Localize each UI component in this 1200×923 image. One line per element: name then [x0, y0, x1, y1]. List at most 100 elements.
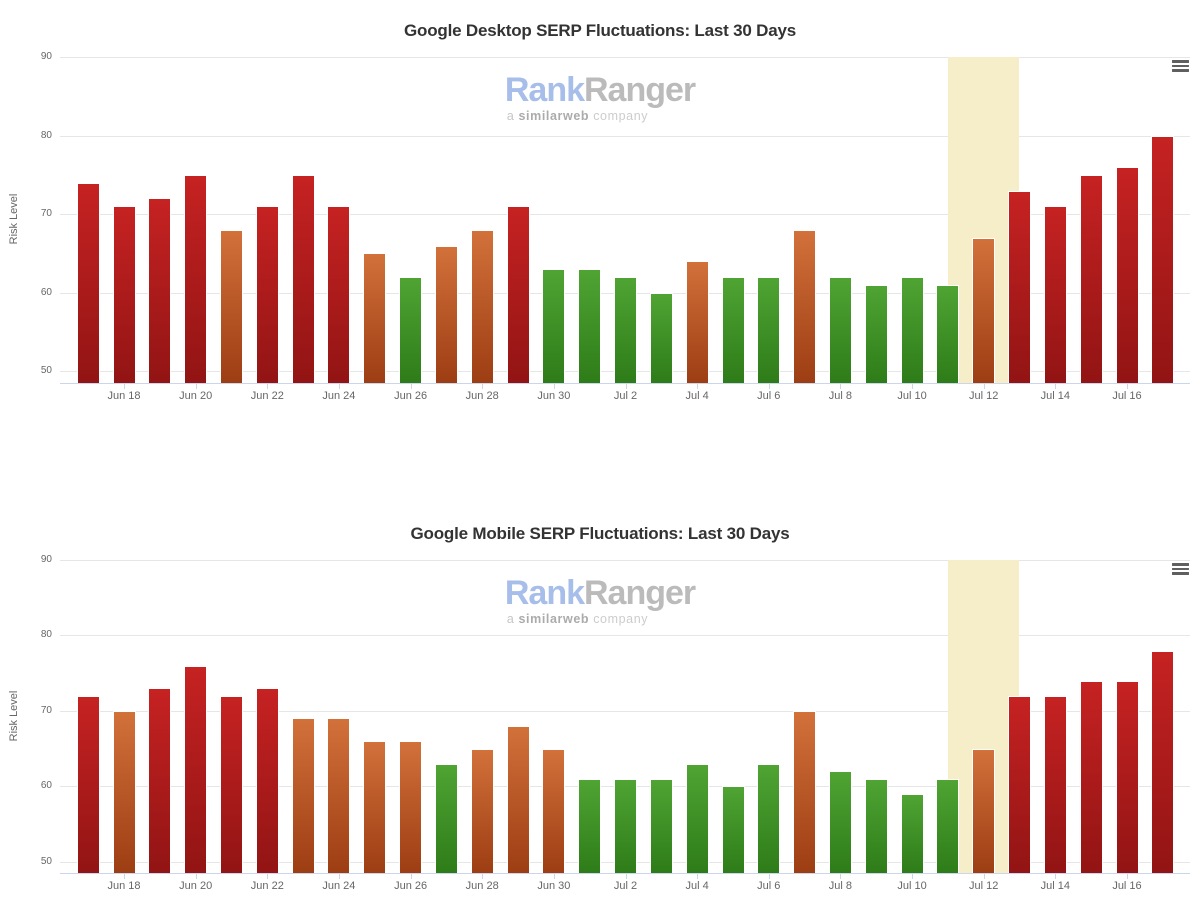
- bar-jul-8: [828, 277, 852, 383]
- gridline: [60, 710, 1190, 712]
- gridline: [60, 214, 1190, 216]
- bar-jun-28: [470, 229, 494, 383]
- bar-jul-9: [864, 778, 888, 873]
- x-tick-label: Jul 8: [828, 390, 853, 402]
- gridline: [60, 57, 1190, 58]
- x-tick-mark: [1127, 384, 1128, 389]
- plot-area: [60, 57, 1190, 384]
- bar-jun-29: [506, 206, 530, 383]
- x-tick-label: Jul 16: [1112, 390, 1142, 402]
- bar-jul-2: [614, 778, 637, 873]
- bar-jun-23: [291, 174, 315, 383]
- x-tick-label: Jun 28: [465, 880, 499, 892]
- chart-title: Google Mobile SERP Fluctuations: Last 30…: [410, 524, 790, 543]
- bar-jul-4: [685, 261, 709, 383]
- x-tick-label: Jun 18: [107, 390, 141, 402]
- bar-jul-6: [757, 277, 781, 383]
- x-tick-mark: [1055, 384, 1057, 389]
- bar-jul-3: [649, 292, 673, 383]
- bar-jun-17: [76, 182, 100, 383]
- bar-jun-25: [363, 741, 387, 873]
- x-tick-label: Jun 18: [107, 880, 141, 892]
- x-tick-mark: [625, 384, 627, 389]
- mobile-serp-chart: Google Mobile SERP Fluctuations: Last 30…: [0, 503, 1200, 923]
- x-tick-label: Jun 26: [394, 880, 428, 892]
- bar-jul-16: [1115, 167, 1139, 383]
- x-tick-mark: [338, 384, 340, 389]
- bar-jun-20: [184, 174, 208, 383]
- bar-jul-12: [972, 237, 996, 383]
- hamburger-menu-icon[interactable]: [1172, 60, 1189, 74]
- x-tick-mark: [697, 874, 699, 879]
- bar-jul-12: [972, 748, 996, 873]
- bar-jun-24: [327, 718, 351, 873]
- hamburger-menu-icon[interactable]: [1172, 563, 1189, 577]
- x-tick-mark: [697, 384, 699, 389]
- x-tick-label: Jun 28: [465, 390, 499, 402]
- x-tick-label: Jun 26: [394, 390, 428, 402]
- x-tick-mark: [768, 874, 770, 879]
- x-tick-mark: [410, 384, 412, 389]
- bar-jul-11: [936, 778, 960, 873]
- bar-jun-26: [399, 741, 423, 873]
- x-tick-label: Jul 10: [897, 880, 927, 892]
- x-tick-label: Jul 14: [1040, 880, 1070, 892]
- x-tick-label: Jul 6: [757, 390, 781, 402]
- bar-jul-15: [1079, 174, 1103, 383]
- bar-jul-7: [793, 710, 817, 873]
- x-tick-label: Jul 14: [1040, 390, 1070, 402]
- bar-jul-14: [1043, 206, 1067, 383]
- bar-jul-16: [1115, 680, 1139, 873]
- x-tick-mark: [553, 874, 555, 879]
- bar-jun-27: [434, 245, 458, 383]
- x-tick-mark: [625, 874, 627, 879]
- x-tick-label: Jul 12: [969, 390, 999, 402]
- bar-jun-19: [148, 688, 172, 873]
- x-tick-mark: [124, 874, 125, 879]
- plot-area: [60, 560, 1190, 874]
- gridline: [60, 135, 1190, 137]
- x-tick-label: Jun 22: [250, 390, 284, 402]
- x-tick-mark: [482, 874, 484, 879]
- chart-title: Google Desktop SERP Fluctuations: Last 3…: [404, 21, 796, 40]
- x-tick-mark: [124, 384, 125, 389]
- bar-jun-17: [76, 695, 100, 873]
- bar-jul-10: [900, 793, 924, 873]
- x-tick-mark: [768, 384, 770, 389]
- x-tick-label: Jul 6: [757, 880, 781, 892]
- x-tick-mark: [1127, 874, 1128, 879]
- desktop-serp-chart: Google Desktop SERP Fluctuations: Last 3…: [8, 21, 1190, 402]
- x-tick-label: Jul 2: [613, 880, 638, 892]
- y-tick-label: 60: [40, 780, 52, 792]
- bar-jun-27: [434, 763, 458, 873]
- y-tick-label: 80: [40, 129, 52, 141]
- bar-jul-4: [685, 763, 709, 873]
- bar-jun-30: [542, 748, 566, 873]
- bar-jun-29: [506, 725, 530, 873]
- bar-jun-28: [470, 748, 494, 873]
- x-tick-label: Jul 8: [828, 880, 853, 892]
- bar-jul-5: [721, 277, 745, 383]
- bar-jul-6: [757, 763, 781, 873]
- x-tick-label: Jul 4: [685, 880, 709, 892]
- bar-jun-21: [220, 229, 243, 383]
- x-tick-mark: [482, 384, 484, 389]
- bar-jul-1: [578, 269, 602, 383]
- x-tick-label: Jul 10: [897, 390, 927, 402]
- bar-jun-21: [220, 695, 243, 873]
- x-tick-label: Jun 30: [537, 880, 571, 892]
- y-axis-title: Risk Level: [8, 690, 20, 742]
- bar-jul-8: [828, 771, 852, 873]
- gridline: [60, 635, 1190, 637]
- x-tick-mark: [1055, 874, 1057, 879]
- x-tick-mark: [267, 874, 269, 879]
- bar-jun-22: [255, 688, 279, 873]
- x-tick-mark: [195, 384, 197, 389]
- bar-jul-13: [1008, 695, 1031, 873]
- bar-jul-17: [1151, 650, 1175, 873]
- bar-jul-9: [864, 284, 888, 383]
- x-tick-mark: [553, 384, 555, 389]
- x-tick-mark: [912, 384, 914, 389]
- bar-jul-1: [578, 778, 602, 873]
- y-tick-label: 60: [40, 286, 52, 298]
